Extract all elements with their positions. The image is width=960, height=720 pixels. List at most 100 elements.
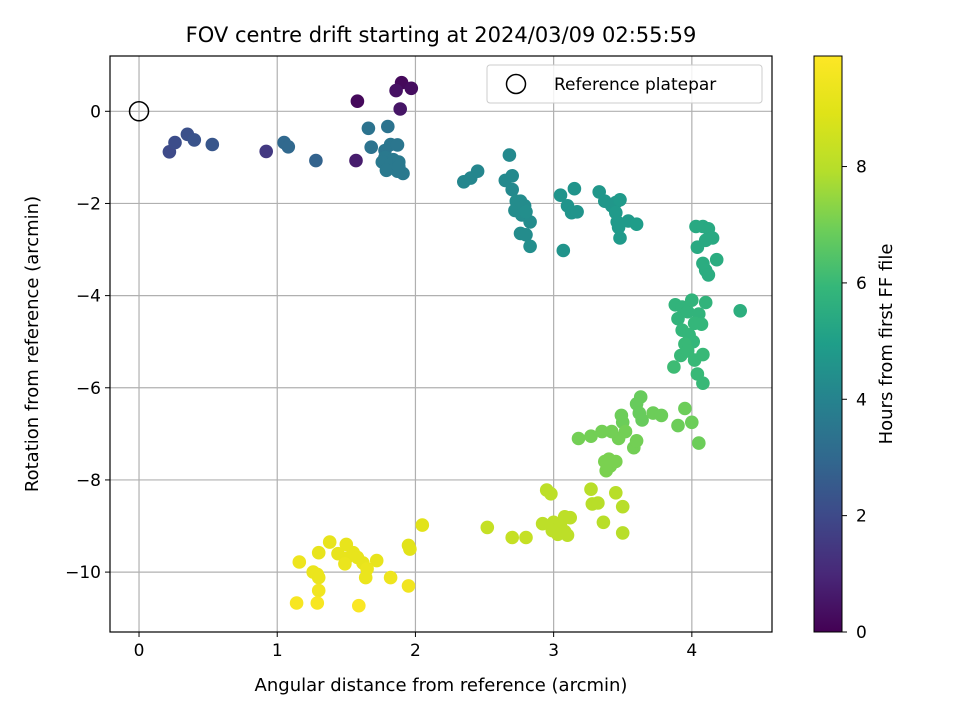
colorbar-ticks: 0 2 4 6 8 (842, 158, 867, 643)
x-tick-label: 4 (686, 641, 697, 661)
data-point (292, 555, 307, 569)
data-point (696, 376, 710, 391)
legend-label-reference: Reference platepar (554, 75, 716, 95)
data-point (168, 135, 182, 150)
data-point (523, 239, 537, 254)
reference-marker-group (128, 101, 150, 122)
data-point (680, 304, 695, 319)
colorbar-tick-label: 2 (856, 507, 867, 527)
legend: Reference platepar (486, 64, 763, 104)
data-point (667, 360, 681, 374)
data-point (310, 596, 325, 610)
data-point (401, 579, 416, 593)
data-point (281, 140, 296, 154)
data-point (599, 463, 613, 478)
y-axis-label: Rotation from reference (arcmin) (22, 196, 43, 492)
colorbar-tick-label: 4 (856, 390, 867, 410)
chart-title: FOV centre drift starting at 2024/03/09 … (186, 23, 697, 47)
data-point (383, 570, 398, 585)
data-point (692, 436, 706, 450)
data-point (553, 188, 568, 202)
data-point (584, 482, 598, 497)
reference-point (128, 101, 150, 122)
data-point (629, 434, 644, 448)
colorbar: 0 2 4 6 8 Hours from first FF file (813, 55, 897, 643)
data-point (584, 429, 598, 444)
data-point (381, 119, 395, 134)
y-tick-label: −4 (76, 287, 101, 307)
y-axis-ticks: 0 −2 −4 −6 −8 −10 (65, 102, 110, 583)
data-point (519, 530, 533, 545)
data-point (563, 510, 577, 525)
data-point (556, 243, 571, 258)
data-point (685, 293, 699, 308)
x-tick-label: 3 (548, 641, 559, 661)
data-point (629, 217, 644, 231)
data-point (709, 252, 724, 267)
data-point (352, 598, 366, 613)
data-point (685, 415, 699, 430)
data-point (311, 583, 326, 598)
data-point (187, 133, 202, 147)
data-point (690, 240, 705, 254)
data-point (311, 570, 326, 585)
data-point (364, 140, 379, 154)
data-point (505, 169, 519, 183)
y-tick-label: −10 (65, 563, 101, 583)
data-point (358, 570, 373, 585)
y-tick-label: −2 (76, 194, 101, 214)
y-tick-label: −6 (76, 379, 101, 399)
data-point (671, 311, 685, 326)
data-point (705, 231, 720, 245)
x-tick-label: 0 (134, 641, 145, 661)
data-point (595, 424, 609, 439)
data-point (701, 268, 716, 282)
data-point (389, 83, 403, 98)
data-point (361, 121, 376, 136)
data-point (502, 148, 517, 162)
data-point (613, 231, 627, 245)
data-point (379, 163, 394, 178)
data-point (205, 137, 220, 152)
data-point (289, 596, 304, 610)
data-point (350, 94, 365, 108)
data-point (570, 205, 584, 219)
y-tick-label: 0 (90, 102, 101, 122)
data-point (694, 317, 709, 332)
data-point (596, 515, 611, 530)
data-point (698, 295, 713, 310)
data-point (615, 499, 630, 514)
data-point (696, 347, 710, 362)
data-point (611, 220, 626, 235)
data-point (609, 486, 623, 500)
data-point (369, 553, 384, 568)
data-point (403, 542, 417, 556)
data-point (678, 401, 692, 416)
data-point (309, 153, 323, 168)
colorbar-tick-label: 8 (856, 158, 867, 178)
data-point (519, 228, 533, 242)
data-point (349, 153, 363, 168)
data-point (560, 528, 575, 542)
data-point (733, 304, 747, 318)
x-axis-ticks: 0 1 2 3 4 (134, 632, 697, 661)
colorbar-gradient (813, 55, 843, 633)
data-point (615, 526, 630, 540)
data-point (544, 487, 558, 501)
data-point (571, 431, 586, 446)
data-point (311, 545, 326, 560)
data-point (654, 408, 669, 423)
data-point (591, 496, 605, 510)
data-point (671, 418, 685, 433)
data-point (404, 81, 419, 96)
plot-frame (109, 55, 773, 633)
data-point (415, 518, 430, 532)
legend-marker-reference (505, 73, 527, 95)
colorbar-tick-label: 0 (856, 623, 867, 643)
colorbar-tick-label: 6 (856, 274, 867, 294)
x-tick-label: 2 (410, 641, 421, 661)
data-point (545, 523, 560, 538)
data-point (567, 181, 582, 196)
